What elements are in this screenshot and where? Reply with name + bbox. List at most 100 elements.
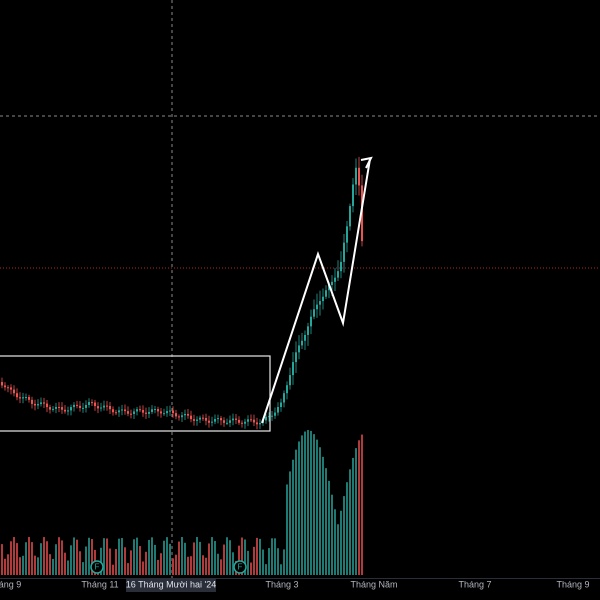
- volume-bar: [37, 557, 39, 575]
- volume-bar: [307, 430, 309, 575]
- volume-bar: [253, 546, 255, 575]
- volume-bar: [172, 558, 174, 575]
- volume-bar: [202, 555, 204, 575]
- candle-body: [25, 397, 27, 399]
- candle-body: [181, 415, 183, 418]
- candle-body: [205, 418, 207, 421]
- volume-bar: [49, 554, 51, 575]
- volume-bar: [244, 539, 246, 575]
- candle-body: [112, 409, 114, 413]
- candle-body: [214, 418, 216, 422]
- volume-bar: [28, 537, 30, 575]
- candle-body: [1, 382, 3, 386]
- candle-body: [253, 419, 255, 423]
- candle-body: [343, 242, 345, 262]
- candle-body: [82, 407, 84, 409]
- candle-body: [202, 417, 204, 419]
- volume-bar: [277, 548, 279, 575]
- marker: F: [90, 560, 104, 574]
- volume-bar: [271, 538, 273, 575]
- candle-body: [115, 412, 117, 414]
- volume-bar: [208, 543, 210, 575]
- volume-bar: [10, 541, 12, 575]
- volume-bar: [295, 449, 297, 575]
- volume-bar: [118, 538, 120, 575]
- volume-bar: [274, 538, 276, 575]
- volume-bar: [154, 544, 156, 575]
- candle-body: [172, 410, 174, 414]
- volume-bar: [100, 547, 102, 575]
- volume-bar: [190, 556, 192, 575]
- candle-body: [34, 403, 36, 406]
- volume-bar: [31, 542, 33, 575]
- volume-bar: [313, 434, 315, 575]
- candle-body: [217, 418, 219, 420]
- candle-body: [193, 419, 195, 421]
- candle-body: [211, 421, 213, 423]
- candle-body: [136, 409, 138, 412]
- volume-bar: [145, 551, 147, 575]
- volume-bar: [289, 471, 291, 575]
- candle-body: [334, 277, 336, 282]
- candle-body: [286, 385, 288, 394]
- volume-bars: [1, 430, 363, 575]
- volume-bar: [136, 537, 138, 575]
- candle-body: [67, 410, 69, 412]
- candle-body: [226, 422, 228, 424]
- volume-bar: [88, 537, 90, 575]
- volume-bar: [181, 537, 183, 575]
- candle-body: [7, 387, 9, 389]
- volume-bar: [247, 550, 249, 575]
- volume-bar: [25, 542, 27, 575]
- volume-bar: [184, 542, 186, 575]
- candle-body: [16, 393, 18, 398]
- candle-body: [178, 416, 180, 418]
- candles: [1, 156, 363, 430]
- candle-body: [190, 415, 192, 420]
- volume-bar: [304, 431, 306, 575]
- volume-bar: [343, 496, 345, 575]
- candle-body: [103, 405, 105, 408]
- candle-body: [169, 410, 171, 412]
- candle-body: [52, 408, 54, 410]
- volume-bar: [223, 544, 225, 575]
- volume-bar: [217, 553, 219, 575]
- candle-body: [301, 340, 303, 346]
- candle-body: [277, 407, 279, 413]
- candle-body: [43, 402, 45, 404]
- candle-body: [220, 418, 222, 421]
- volume-bar: [256, 537, 258, 575]
- marker: F: [233, 560, 247, 574]
- volume-bar: [361, 434, 363, 575]
- range-box: [0, 355, 271, 432]
- volume-bar: [163, 540, 165, 575]
- volume-bar: [22, 555, 24, 575]
- volume-bar: [169, 543, 171, 575]
- volume-bar: [241, 537, 243, 575]
- candle-body: [274, 412, 276, 416]
- volume-bar: [58, 537, 60, 575]
- volume-bar: [124, 547, 126, 575]
- candle-body: [13, 389, 15, 394]
- candle-body: [124, 409, 126, 412]
- candle-body: [313, 309, 315, 317]
- candle-body: [106, 405, 108, 407]
- volume-bar: [55, 544, 57, 575]
- candle-body: [283, 393, 285, 403]
- candle-body: [130, 413, 132, 415]
- candle-body: [10, 387, 12, 390]
- candle-body: [187, 413, 189, 416]
- candle-body: [349, 206, 351, 227]
- volume-bar: [127, 563, 129, 575]
- volume-bar: [178, 541, 180, 575]
- volume-bar: [106, 538, 108, 575]
- candle-body: [151, 409, 153, 412]
- candle-body: [163, 413, 165, 415]
- candle-body: [88, 402, 90, 405]
- candle-body: [160, 411, 162, 414]
- volume-bar: [139, 546, 141, 575]
- volume-bar: [349, 469, 351, 575]
- candle-body: [46, 403, 48, 408]
- volume-bar: [337, 524, 339, 575]
